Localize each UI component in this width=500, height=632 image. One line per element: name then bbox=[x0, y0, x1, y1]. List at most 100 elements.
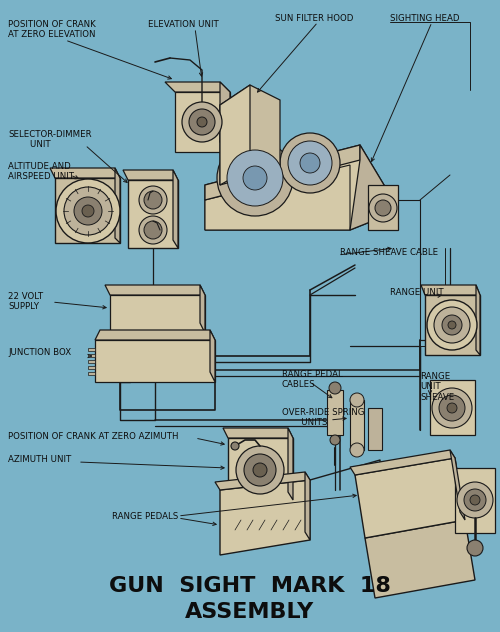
Circle shape bbox=[330, 435, 340, 445]
Text: ALTITUDE AND
AIRSPEED UNIT: ALTITUDE AND AIRSPEED UNIT bbox=[8, 162, 74, 181]
Text: RANGE PEDALS: RANGE PEDALS bbox=[112, 512, 178, 521]
Text: AZIMUTH UNIT: AZIMUTH UNIT bbox=[8, 455, 72, 464]
Circle shape bbox=[243, 166, 267, 190]
Circle shape bbox=[350, 443, 364, 457]
Circle shape bbox=[447, 403, 457, 413]
Bar bbox=[430, 380, 475, 435]
Text: SIGHTING HEAD: SIGHTING HEAD bbox=[390, 14, 460, 23]
Circle shape bbox=[350, 393, 364, 407]
Polygon shape bbox=[215, 472, 310, 490]
Bar bbox=[368, 185, 398, 230]
Bar bbox=[88, 354, 95, 357]
Polygon shape bbox=[350, 145, 390, 230]
Circle shape bbox=[139, 186, 167, 214]
Text: ELEVATION UNIT: ELEVATION UNIT bbox=[148, 20, 219, 29]
Circle shape bbox=[300, 153, 320, 173]
Circle shape bbox=[227, 150, 283, 206]
Polygon shape bbox=[220, 82, 230, 152]
Polygon shape bbox=[220, 480, 310, 555]
Polygon shape bbox=[205, 145, 390, 230]
Polygon shape bbox=[305, 472, 310, 540]
Circle shape bbox=[139, 216, 167, 244]
Circle shape bbox=[448, 321, 456, 329]
Text: SUN FILTER HOOD: SUN FILTER HOOD bbox=[275, 14, 353, 23]
Bar bbox=[350, 400, 364, 450]
Text: JUNCTION BOX: JUNCTION BOX bbox=[8, 348, 71, 357]
Polygon shape bbox=[223, 428, 293, 438]
Circle shape bbox=[442, 315, 462, 335]
Circle shape bbox=[280, 133, 340, 193]
Polygon shape bbox=[205, 145, 360, 200]
Circle shape bbox=[56, 179, 120, 243]
Polygon shape bbox=[50, 168, 120, 178]
Polygon shape bbox=[350, 450, 455, 475]
Circle shape bbox=[217, 140, 293, 216]
Bar bbox=[88, 372, 95, 375]
Polygon shape bbox=[476, 285, 480, 355]
Bar bbox=[55, 178, 120, 243]
Polygon shape bbox=[165, 82, 230, 92]
Polygon shape bbox=[365, 520, 475, 598]
Bar bbox=[425, 295, 480, 355]
Polygon shape bbox=[105, 285, 205, 295]
Circle shape bbox=[467, 540, 483, 556]
Circle shape bbox=[470, 495, 480, 505]
Circle shape bbox=[375, 200, 391, 216]
Bar bbox=[368, 408, 382, 450]
Polygon shape bbox=[115, 168, 120, 243]
Bar bbox=[110, 295, 205, 333]
Circle shape bbox=[74, 197, 102, 225]
Bar bbox=[88, 348, 95, 351]
Polygon shape bbox=[123, 170, 178, 180]
Bar bbox=[88, 360, 95, 363]
Text: RANGE
UNIT
SHEAVE: RANGE UNIT SHEAVE bbox=[420, 372, 454, 402]
Polygon shape bbox=[200, 285, 205, 333]
Circle shape bbox=[329, 382, 341, 394]
Circle shape bbox=[439, 395, 465, 421]
Polygon shape bbox=[173, 170, 178, 248]
Circle shape bbox=[288, 141, 332, 185]
Circle shape bbox=[197, 117, 207, 127]
Polygon shape bbox=[450, 450, 465, 520]
Text: SELECTOR-DIMMER
        UNIT: SELECTOR-DIMMER UNIT bbox=[8, 130, 91, 149]
Text: POSITION OF CRANK AT ZERO AZIMUTH: POSITION OF CRANK AT ZERO AZIMUTH bbox=[8, 432, 178, 441]
Circle shape bbox=[427, 300, 477, 350]
Bar bbox=[88, 366, 95, 369]
Bar bbox=[128, 180, 178, 248]
Circle shape bbox=[182, 102, 222, 142]
Polygon shape bbox=[95, 330, 215, 340]
Circle shape bbox=[369, 194, 397, 222]
Circle shape bbox=[231, 442, 239, 450]
Circle shape bbox=[189, 109, 215, 135]
Circle shape bbox=[144, 221, 162, 239]
Text: RANGE SHEAVE CABLE: RANGE SHEAVE CABLE bbox=[340, 248, 438, 257]
Bar bbox=[228, 438, 293, 500]
Bar bbox=[327, 390, 343, 435]
Circle shape bbox=[244, 454, 276, 486]
Text: OVER-RIDE SPRING
       UNITS: OVER-RIDE SPRING UNITS bbox=[282, 408, 364, 427]
Bar bbox=[455, 468, 495, 533]
Text: POSITION OF CRANK
AT ZERO ELEVATION: POSITION OF CRANK AT ZERO ELEVATION bbox=[8, 20, 96, 39]
Polygon shape bbox=[288, 428, 293, 500]
Text: RANGE PEDAL
CABLES: RANGE PEDAL CABLES bbox=[282, 370, 343, 389]
Text: ASSEMBLY: ASSEMBLY bbox=[186, 602, 314, 622]
Circle shape bbox=[432, 388, 472, 428]
Circle shape bbox=[144, 191, 162, 209]
Circle shape bbox=[236, 446, 284, 494]
Circle shape bbox=[434, 307, 470, 343]
Polygon shape bbox=[355, 458, 465, 538]
Circle shape bbox=[64, 187, 112, 235]
Polygon shape bbox=[220, 85, 280, 185]
Bar bbox=[95, 340, 215, 382]
Text: 22 VOLT
SUPPLY: 22 VOLT SUPPLY bbox=[8, 292, 43, 312]
Circle shape bbox=[464, 489, 486, 511]
Circle shape bbox=[253, 463, 267, 477]
Polygon shape bbox=[210, 330, 215, 382]
Polygon shape bbox=[205, 165, 350, 230]
Polygon shape bbox=[421, 285, 480, 295]
Text: GUN  SIGHT  MARK  18: GUN SIGHT MARK 18 bbox=[109, 576, 391, 596]
Circle shape bbox=[82, 205, 94, 217]
Polygon shape bbox=[220, 85, 250, 185]
Text: RANGE UNIT: RANGE UNIT bbox=[390, 288, 444, 297]
Bar bbox=[175, 92, 230, 152]
